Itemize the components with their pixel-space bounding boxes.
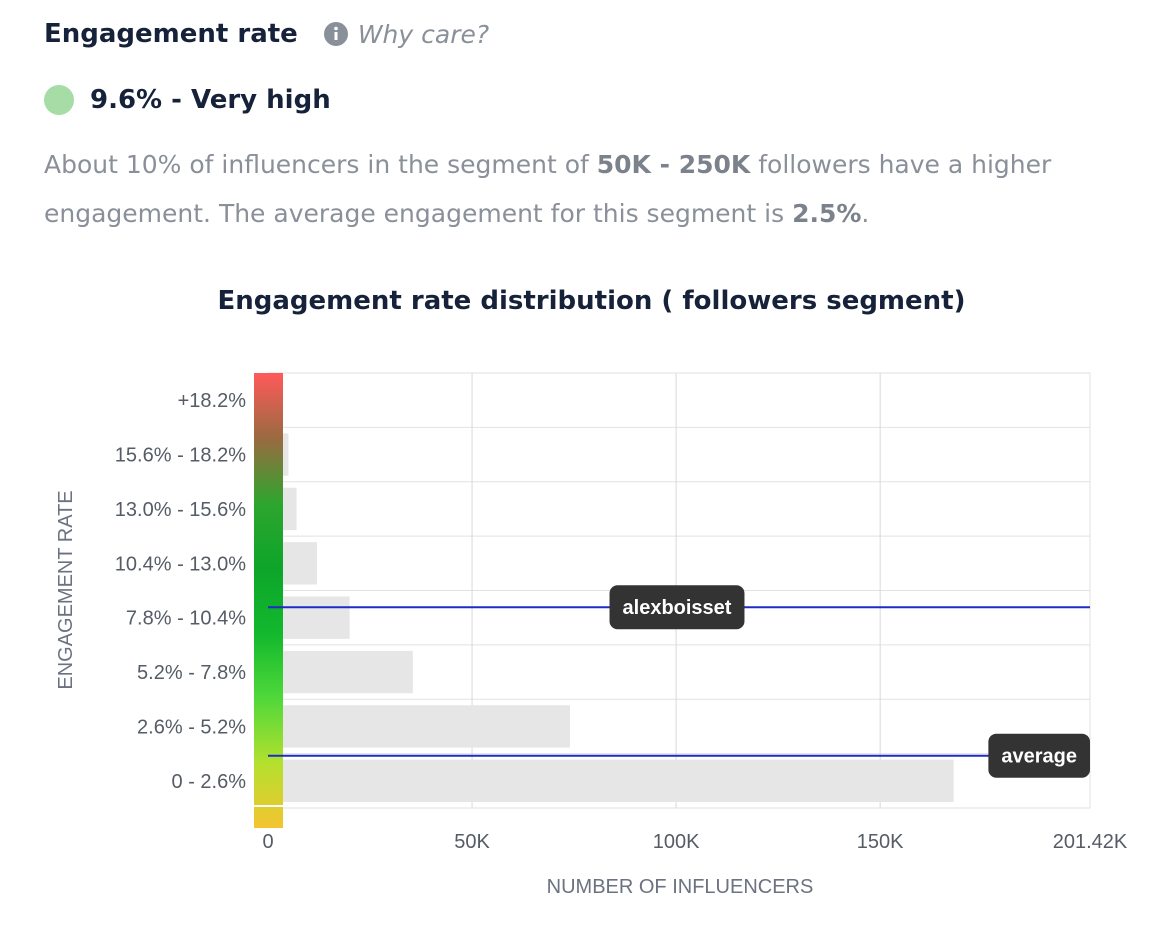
- bar[interactable]: [268, 650, 413, 694]
- x-tick-label: 201.42K: [1053, 831, 1128, 853]
- y-tick-label: 15.6% - 18.2%: [115, 445, 246, 467]
- y-tick-label: +18.2%: [178, 390, 247, 412]
- rate-value: 9.6% - Very high: [90, 85, 331, 115]
- description: About 10% of influencers in the segment …: [44, 140, 1134, 238]
- segment-range: 50K - 250K: [596, 150, 751, 179]
- marker-label-average: average: [1001, 746, 1077, 768]
- description-text: .: [861, 199, 870, 228]
- x-tick-label: 50K: [454, 831, 490, 853]
- y-tick-label: 2.6% - 5.2%: [137, 716, 246, 738]
- marker-badge-alexboisset: [609, 585, 745, 630]
- header: Engagement rate Why care?: [44, 14, 489, 54]
- info-icon[interactable]: [323, 22, 348, 46]
- bar[interactable]: [268, 705, 570, 748]
- why-care-link[interactable]: Why care?: [357, 19, 490, 49]
- x-axis-title: NUMBER OF INFLUENCERS: [547, 876, 814, 898]
- y-tick-label: 7.8% - 10.4%: [126, 608, 246, 630]
- y-tick-label: 5.2% - 7.8%: [137, 662, 246, 684]
- status-indicator: [44, 85, 74, 115]
- y-tick-label: 10.4% - 13.0%: [115, 553, 246, 575]
- marker-badge-average: [988, 733, 1090, 778]
- rate-color-scale: [254, 373, 283, 828]
- x-tick-label: 100K: [653, 831, 700, 853]
- bar[interactable]: [268, 759, 954, 802]
- description-text: followers have a higher engagement. The …: [44, 150, 1052, 228]
- x-tick-label: 150K: [857, 831, 904, 853]
- average-rate: 2.5%: [792, 199, 862, 228]
- y-tick-label: 0 - 2.6%: [172, 771, 247, 793]
- chart-title: Engagement rate distribution ( followers…: [217, 286, 966, 316]
- section-title: Engagement rate: [44, 19, 298, 49]
- rate-summary: 9.6% - Very high: [44, 80, 331, 120]
- description-text: About 10% of influencers in the segment …: [44, 150, 597, 179]
- y-tick-label: 13.0% - 15.6%: [115, 499, 246, 521]
- x-tick-label: 0: [262, 831, 273, 853]
- marker-label-alexboisset: alexboisset: [623, 597, 732, 619]
- y-axis-title: ENGAGEMENT RATE: [55, 490, 77, 689]
